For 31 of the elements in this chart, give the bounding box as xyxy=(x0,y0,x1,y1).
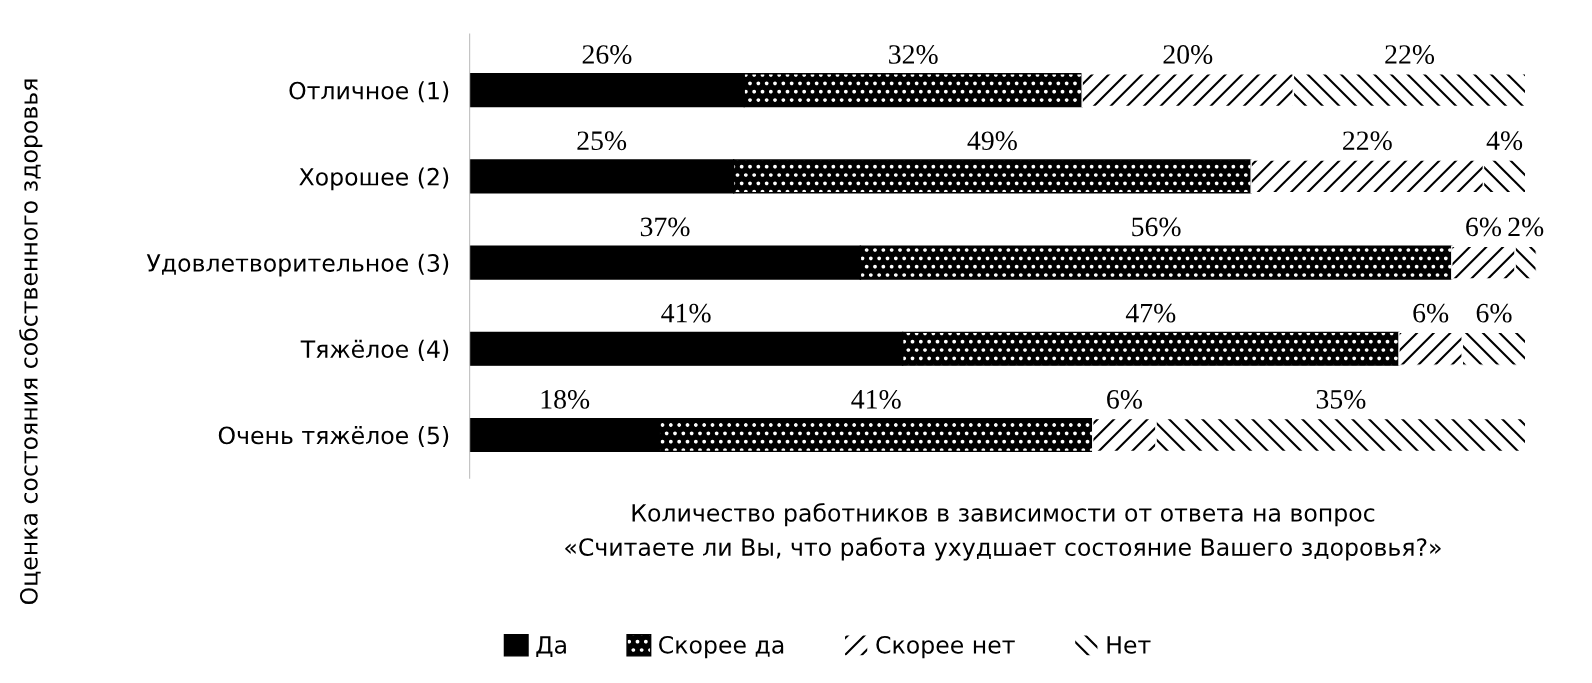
y-tick-label: Хорошее (2) xyxy=(299,167,449,191)
legend-label: Скорее да xyxy=(659,635,784,659)
data-label: 32% xyxy=(889,45,938,64)
data-label: 37% xyxy=(640,217,690,237)
data-label: 2% xyxy=(1508,217,1544,237)
data-label: 4% xyxy=(1486,131,1523,151)
y-tick-label: Очень тяжёлое (5) xyxy=(218,426,449,448)
data-label: 26% xyxy=(582,45,632,64)
data-label: 22% xyxy=(1343,131,1392,151)
y-tick-label: Отличное (1) xyxy=(289,81,449,103)
data-label: 49% xyxy=(967,131,1017,151)
y-tick-label: Удовлетворительное (3) xyxy=(146,253,449,277)
data-label: 6% xyxy=(1107,389,1142,409)
data-label: 18% xyxy=(541,389,590,409)
y-tick-label: Тяжёлое (4) xyxy=(300,339,449,361)
data-label: 6% xyxy=(1476,303,1512,323)
data-label: 56% xyxy=(1132,217,1181,237)
legend-label: Да xyxy=(536,636,566,658)
y-axis-title: Оценка состояния собственного здоровья xyxy=(19,79,43,605)
legend-label: Скорее нет xyxy=(876,635,1015,659)
data-label: 41% xyxy=(851,389,901,409)
legend-label: Нет xyxy=(1107,636,1151,654)
data-label: 6% xyxy=(1413,303,1449,323)
x-axis-title: Количество работников в зависимости от ответа на вопрос «Считаете ли Вы, что работа ухудшает состояние Вашего здоровья?» xyxy=(565,503,1441,561)
data-label: 22% xyxy=(1385,45,1435,64)
data-label: 35% xyxy=(1316,389,1366,409)
data-label: 20% xyxy=(1163,45,1213,64)
data-label: 47% xyxy=(1125,303,1176,323)
data-label: 41% xyxy=(661,303,711,323)
data-label: 6% xyxy=(1466,217,1502,237)
data-label: 25% xyxy=(577,131,627,151)
